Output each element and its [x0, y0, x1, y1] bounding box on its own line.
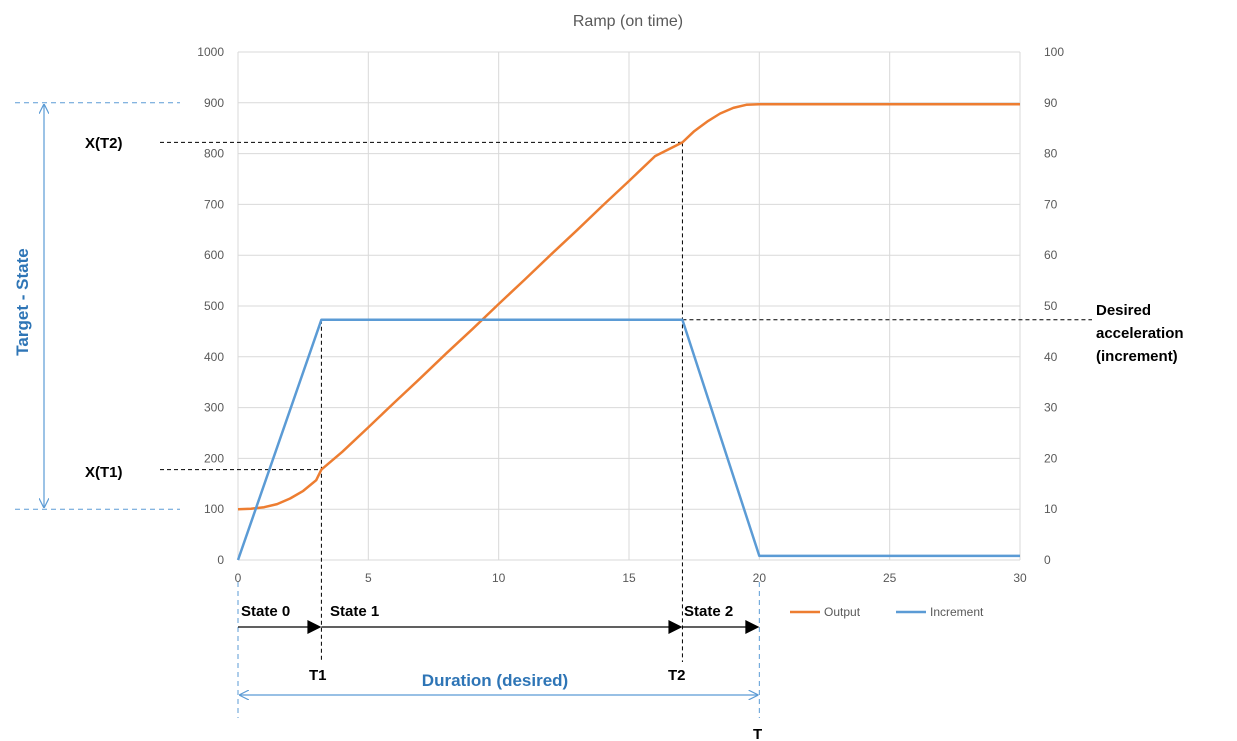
right-y-tick-label: 60 — [1044, 248, 1058, 262]
legend-increment-label: Increment — [930, 605, 984, 619]
state2-arrow-head — [745, 620, 760, 634]
left-y-axis-ticks: 0 100 200 300 400 500 600 700 800 900 1000 — [197, 45, 224, 567]
gridlines — [237, 51, 1021, 561]
t2-label: T2 — [668, 667, 686, 684]
dashed-guide-lines — [15, 102, 1092, 718]
desired-accel-line2: acceleration — [1096, 325, 1184, 342]
x-tick-label: 25 — [883, 571, 897, 585]
left-y-tick-label: 400 — [204, 350, 224, 364]
xt1-label: X(T1) — [85, 464, 123, 481]
right-y-tick-label: 10 — [1044, 502, 1058, 516]
legend: Output Increment — [790, 605, 984, 619]
desired-accel-line3: (increment) — [1096, 348, 1178, 365]
right-y-tick-label: 50 — [1044, 299, 1058, 313]
left-y-tick-label: 300 — [204, 401, 224, 415]
chart-series — [236, 103, 1020, 561]
target-state-label: Target - State — [13, 248, 32, 355]
left-y-tick-label: 500 — [204, 299, 224, 313]
right-y-tick-label: 90 — [1044, 96, 1058, 110]
right-y-axis-ticks: 0 10 20 30 40 50 60 70 80 90 100 — [1044, 45, 1064, 567]
right-y-tick-label: 40 — [1044, 350, 1058, 364]
chart-title: Ramp (on time) — [573, 13, 683, 30]
left-y-tick-label: 900 — [204, 96, 224, 110]
series-line-output — [237, 103, 1020, 511]
state0-label: State 0 — [241, 603, 290, 620]
state0-arrow-head — [307, 620, 322, 634]
right-y-tick-label: 80 — [1044, 147, 1058, 161]
x-tick-label: 30 — [1013, 571, 1027, 585]
left-y-tick-label: 1000 — [197, 45, 224, 59]
right-y-tick-label: 30 — [1044, 401, 1058, 415]
left-y-tick-label: 0 — [217, 553, 224, 567]
x-tick-label: 15 — [622, 571, 636, 585]
legend-output-label: Output — [824, 605, 861, 619]
left-y-tick-label: 800 — [204, 147, 224, 161]
x-tick-label: 10 — [492, 571, 506, 585]
right-y-tick-label: 20 — [1044, 451, 1058, 465]
x-axis-ticks: 0 5 10 15 20 25 30 — [235, 571, 1027, 585]
left-y-tick-label: 200 — [204, 451, 224, 465]
x-tick-label: 0 — [235, 571, 242, 585]
t1-label: T1 — [309, 667, 327, 684]
state1-label: State 1 — [330, 603, 379, 620]
left-y-tick-label: 600 — [204, 248, 224, 262]
x-tick-label: 5 — [365, 571, 372, 585]
state1-arrow-head — [668, 620, 683, 634]
state2-label: State 2 — [684, 603, 733, 620]
right-y-tick-label: 70 — [1044, 197, 1058, 211]
t-label: T — [753, 726, 762, 741]
right-y-tick-label: 100 — [1044, 45, 1064, 59]
left-y-tick-label: 700 — [204, 197, 224, 211]
x-tick-label: 20 — [753, 571, 767, 585]
series-line-increment — [236, 318, 1020, 561]
duration-label: Duration (desired) — [422, 671, 568, 690]
left-y-tick-label: 100 — [204, 502, 224, 516]
state-arrows — [238, 620, 760, 634]
right-y-tick-label: 0 — [1044, 553, 1051, 567]
desired-accel-line1: Desired — [1096, 302, 1151, 319]
xt2-label: X(T2) — [85, 135, 123, 152]
